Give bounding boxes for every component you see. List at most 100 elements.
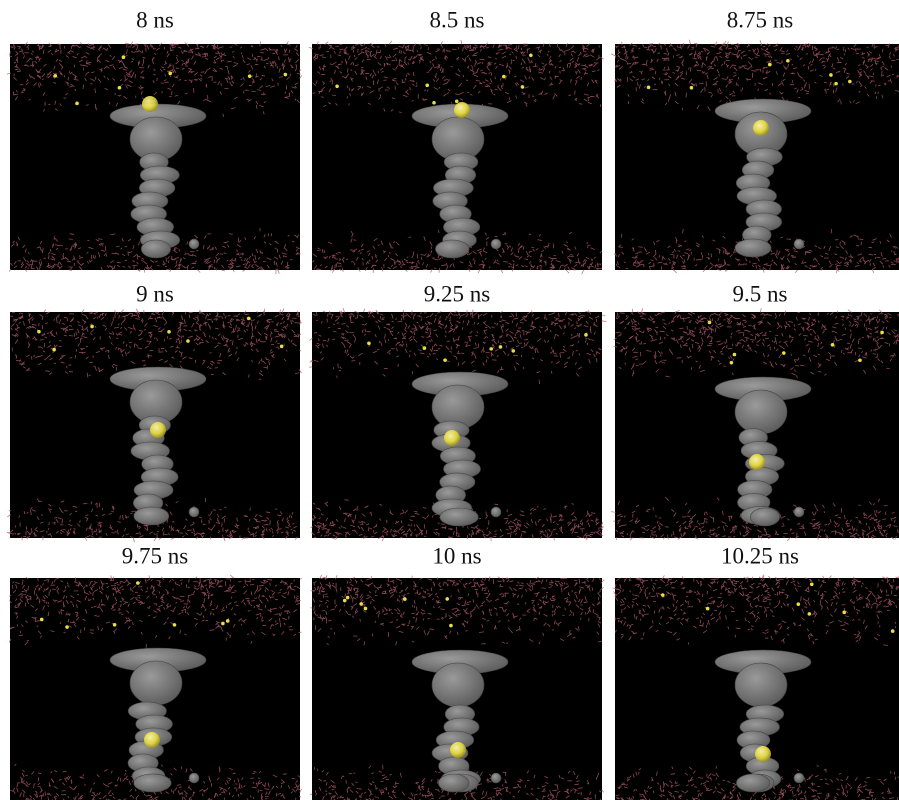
ion	[842, 610, 847, 615]
ion	[445, 597, 450, 601]
ion	[443, 358, 447, 362]
ion	[75, 101, 79, 106]
ion	[39, 617, 44, 622]
ion	[520, 85, 525, 89]
pore-funnel	[734, 662, 788, 708]
ion	[782, 351, 786, 355]
ion	[172, 623, 177, 627]
panel-label: 8.5 ns	[430, 7, 485, 32]
ion	[403, 597, 407, 601]
ion	[584, 333, 588, 337]
ion	[342, 598, 347, 603]
ion-tracked	[450, 742, 466, 758]
ion	[168, 71, 173, 76]
ion	[830, 343, 835, 347]
ion	[37, 329, 41, 334]
ion	[529, 53, 533, 58]
snapshot	[309, 574, 605, 800]
water	[7, 308, 302, 543]
pore-segment	[736, 773, 771, 793]
panel-label: 9.5 ns	[733, 281, 788, 306]
ion	[786, 58, 790, 63]
ion	[345, 595, 350, 600]
ion	[279, 344, 284, 349]
water	[611, 308, 899, 542]
snapshot	[7, 308, 302, 543]
panel-label: 10.25 ns	[721, 543, 799, 568]
ion	[809, 582, 814, 587]
ion	[65, 625, 69, 629]
ion	[848, 79, 852, 84]
ion	[53, 74, 58, 78]
pore-segment	[750, 507, 780, 527]
water	[6, 41, 303, 275]
ion	[705, 606, 710, 611]
ion	[796, 602, 801, 606]
ion	[890, 629, 895, 633]
water	[309, 574, 605, 800]
panel-label: 9.25 ns	[424, 281, 491, 306]
ion-tracked	[755, 746, 771, 762]
ion	[707, 320, 712, 325]
ion	[689, 85, 694, 90]
ion	[858, 358, 862, 363]
ion	[90, 324, 94, 329]
pore	[109, 103, 207, 259]
snapshot	[8, 574, 303, 800]
ion	[511, 349, 516, 353]
pore-bead	[490, 238, 502, 250]
ion	[246, 316, 251, 321]
pore-bead	[188, 238, 200, 250]
ion	[660, 593, 665, 597]
water	[308, 39, 604, 275]
panel-label: 9.75 ns	[122, 543, 189, 568]
pore	[411, 371, 509, 527]
ion	[186, 339, 190, 343]
ion	[732, 352, 737, 357]
pore-funnel	[129, 660, 183, 706]
ion	[135, 581, 140, 585]
ion-tracked	[142, 96, 158, 112]
ion	[502, 74, 506, 79]
ion	[359, 602, 363, 606]
ion-tracked	[753, 120, 769, 136]
ion	[454, 99, 459, 104]
ion	[422, 346, 427, 350]
pore	[109, 366, 207, 526]
ion	[112, 622, 117, 627]
pore-funnel	[431, 662, 485, 708]
pore	[411, 649, 509, 793]
ion	[425, 83, 430, 88]
snapshot	[6, 41, 303, 275]
pore-segment	[439, 507, 479, 527]
panel-label: 8.75 ns	[727, 7, 794, 32]
ion	[449, 623, 453, 628]
ion	[432, 100, 436, 105]
ion	[729, 360, 734, 365]
ion	[880, 330, 884, 335]
ion	[807, 612, 812, 616]
ion-tracked	[144, 732, 160, 748]
ion	[363, 606, 368, 611]
snapshot	[612, 574, 899, 800]
ion	[335, 84, 339, 89]
ion	[225, 619, 230, 623]
ion	[167, 330, 171, 334]
pore	[109, 647, 207, 793]
panel-label: 10 ns	[432, 543, 481, 568]
ion-tracked	[454, 102, 470, 118]
pore-segment	[734, 238, 772, 258]
snapshot	[610, 39, 899, 274]
pore-bead	[188, 772, 200, 784]
ion-tracked	[749, 454, 765, 470]
pore-segment	[133, 506, 170, 526]
pore-segment	[133, 773, 172, 793]
ion	[829, 73, 833, 77]
ion	[834, 81, 838, 86]
pore-bead	[793, 772, 805, 784]
ion-tracked	[444, 430, 460, 446]
ion	[52, 347, 56, 352]
ion-tracked	[150, 422, 166, 438]
